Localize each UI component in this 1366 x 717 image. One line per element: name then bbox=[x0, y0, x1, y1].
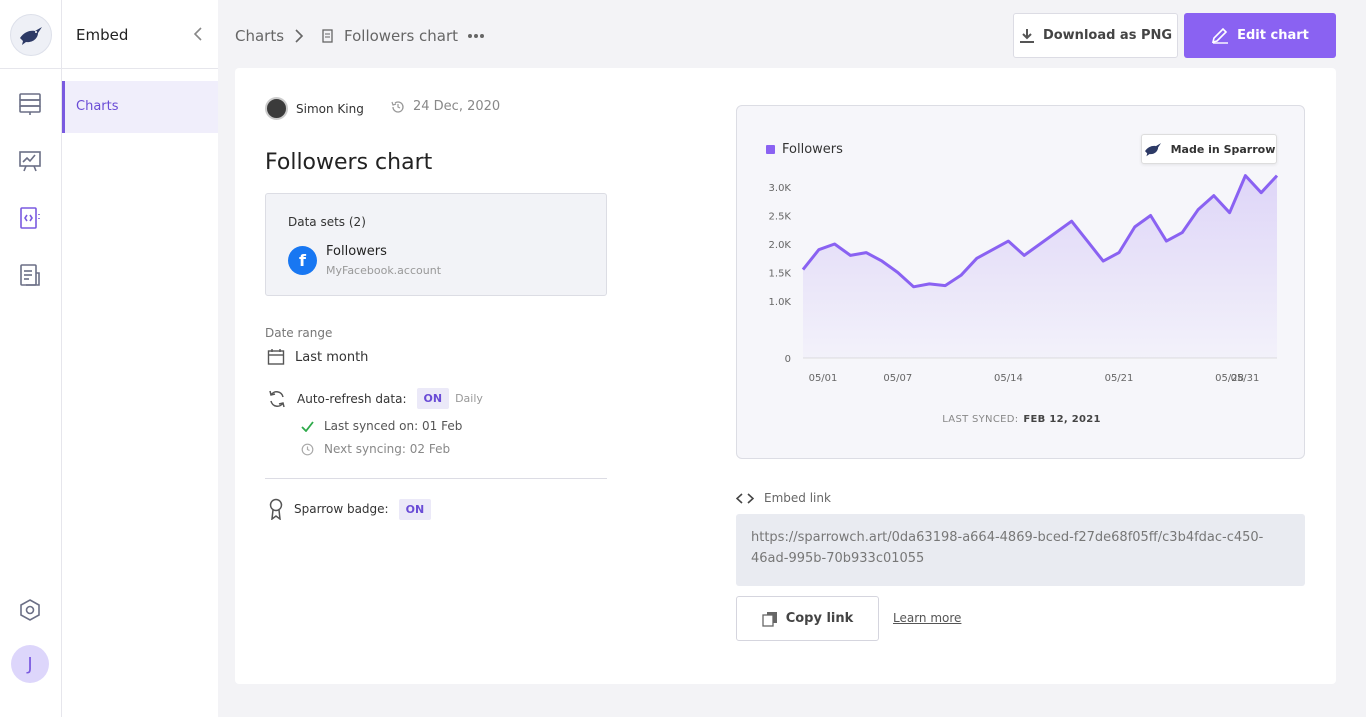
x-tick-label: 05/07 bbox=[883, 373, 912, 384]
report-icon[interactable] bbox=[17, 262, 43, 288]
sparrow-logo-icon bbox=[1144, 143, 1161, 157]
more-options-icon[interactable] bbox=[467, 33, 485, 39]
chart-details-card: Simon King 24 Dec, 2020 Followers chart … bbox=[235, 68, 1336, 684]
x-tick-label: 05/31 bbox=[1231, 373, 1260, 384]
calendar-icon bbox=[267, 349, 285, 365]
user-avatar[interactable]: J bbox=[11, 645, 49, 683]
embed-url-field[interactable]: https://sparrowch.art/0da63198-a664-4869… bbox=[736, 514, 1305, 586]
section-divider bbox=[265, 478, 607, 479]
refresh-icon bbox=[269, 390, 285, 407]
x-tick-label: 05/14 bbox=[994, 373, 1023, 384]
x-tick-label: 05/28 bbox=[1215, 373, 1244, 384]
last-synced-text: Last synced on: 01 Feb bbox=[324, 419, 463, 433]
dataset-name[interactable]: Followers bbox=[326, 244, 387, 259]
author-avatar bbox=[265, 97, 288, 120]
y-tick-label: 1.0K bbox=[769, 297, 792, 308]
date-range-row[interactable]: Last month bbox=[267, 348, 368, 366]
document-icon bbox=[322, 29, 333, 43]
date-range-label: Date range bbox=[265, 326, 333, 340]
y-tick-label: 2.5K bbox=[769, 212, 792, 223]
datasets-heading: Data sets (2) bbox=[288, 215, 366, 229]
breadcrumb-current: Followers chart bbox=[344, 27, 459, 45]
breadcrumb-root[interactable]: Charts bbox=[235, 27, 285, 45]
facebook-icon: f bbox=[288, 246, 317, 275]
clock-icon bbox=[301, 443, 314, 455]
legend-label: Followers bbox=[782, 142, 843, 157]
dataset-account: MyFacebook.account bbox=[326, 264, 442, 277]
edit-chart-button[interactable]: Edit chart bbox=[1184, 13, 1336, 58]
sparrow-badge-row: Sparrow badge: ON bbox=[268, 498, 432, 520]
x-tick-label: 05/01 bbox=[809, 373, 838, 384]
chart-title: Followers chart bbox=[265, 150, 433, 175]
y-tick-label: 2.0K bbox=[769, 240, 792, 251]
y-tick-label: 0 bbox=[785, 354, 791, 365]
sparrow-badge-toggle[interactable]: ON bbox=[398, 498, 432, 520]
learn-more-link[interactable]: Learn more bbox=[893, 611, 962, 625]
x-tick-label: 05/21 bbox=[1105, 373, 1134, 384]
datasets-box: Data sets (2) f Followers MyFacebook.acc… bbox=[265, 193, 607, 296]
sparrow-badge-label: Sparrow badge: bbox=[294, 502, 389, 516]
download-icon bbox=[1019, 28, 1034, 43]
created-date: 24 Dec, 2020 bbox=[391, 99, 500, 114]
icon-rail: J bbox=[0, 0, 62, 717]
presentation-icon[interactable] bbox=[17, 148, 43, 174]
followers-area-chart: 0 1.0K 1.5K 2.0K 2.5K 3.0K 05/01 05/07 05/14 05/2… bbox=[769, 174, 1279, 384]
author-name: Simon King bbox=[296, 101, 364, 116]
last-synced-row: Last synced on: 01 Feb bbox=[301, 419, 462, 433]
download-label: Download as PNG bbox=[1042, 28, 1173, 43]
copy-link-label: Copy link bbox=[785, 611, 854, 626]
copy-link-button[interactable]: Copy link bbox=[736, 596, 879, 641]
made-in-sparrow-badge[interactable]: Made in Sparrow bbox=[1141, 134, 1277, 164]
settings-icon[interactable] bbox=[17, 597, 43, 623]
made-in-label: Made in Sparrow bbox=[1170, 142, 1276, 156]
edit-label: Edit chart bbox=[1237, 28, 1309, 43]
sparrow-logo-icon[interactable] bbox=[10, 14, 52, 56]
chart-legend: Followers bbox=[766, 142, 843, 157]
next-syncing-row: Next syncing: 02 Feb bbox=[301, 442, 450, 456]
chart-preview: Followers Made in Sparrow 0 1.0K 1.5K 2.0K 2… bbox=[736, 105, 1305, 459]
code-icon bbox=[736, 492, 754, 504]
award-icon bbox=[269, 498, 283, 520]
chart-last-synced-value: FEB 12, 2021 bbox=[1023, 414, 1101, 425]
sidebar-title: Embed bbox=[76, 26, 129, 44]
date-range-value: Last month bbox=[295, 349, 369, 365]
download-png-button[interactable]: Download as PNG bbox=[1013, 13, 1178, 58]
sidebar-item-label: Charts bbox=[76, 99, 119, 114]
auto-refresh-toggle[interactable]: ON bbox=[416, 388, 450, 409]
top-bar: Charts Followers chart Download as PNG E… bbox=[218, 0, 1366, 68]
series-line-followers bbox=[801, 174, 1279, 289]
next-syncing-text: Next syncing: 02 Feb bbox=[324, 442, 451, 456]
pencil-icon bbox=[1212, 27, 1229, 44]
embed-icon[interactable] bbox=[17, 205, 43, 231]
legend-swatch bbox=[766, 145, 775, 154]
secondary-sidebar: Embed Charts bbox=[62, 0, 218, 717]
dashboard-icon[interactable] bbox=[17, 91, 43, 117]
auto-refresh-label: Auto-refresh data: bbox=[297, 391, 407, 406]
copy-icon bbox=[762, 611, 777, 627]
auto-refresh-row: Auto-refresh data: ON Daily bbox=[267, 388, 483, 409]
embed-link-text: Embed link bbox=[764, 491, 831, 505]
author: Simon King bbox=[265, 97, 364, 120]
date-text: 24 Dec, 2020 bbox=[413, 99, 501, 114]
chart-last-synced: LAST SYNCED: FEB 12, 2021 bbox=[737, 414, 1306, 425]
series-area-followers bbox=[803, 175, 1277, 358]
y-tick-label: 1.5K bbox=[769, 269, 792, 280]
chart-last-synced-label: LAST SYNCED: bbox=[942, 414, 1019, 425]
breadcrumb-chevron-icon bbox=[295, 29, 304, 43]
embed-link-label: Embed link bbox=[736, 491, 831, 505]
y-tick-label: 3.0K bbox=[769, 183, 792, 194]
sidebar-item-charts[interactable]: Charts bbox=[62, 81, 218, 133]
auto-refresh-frequency: Daily bbox=[455, 392, 483, 405]
history-icon bbox=[391, 100, 404, 113]
collapse-sidebar-icon[interactable] bbox=[192, 26, 208, 44]
checkmark-icon bbox=[301, 420, 314, 432]
